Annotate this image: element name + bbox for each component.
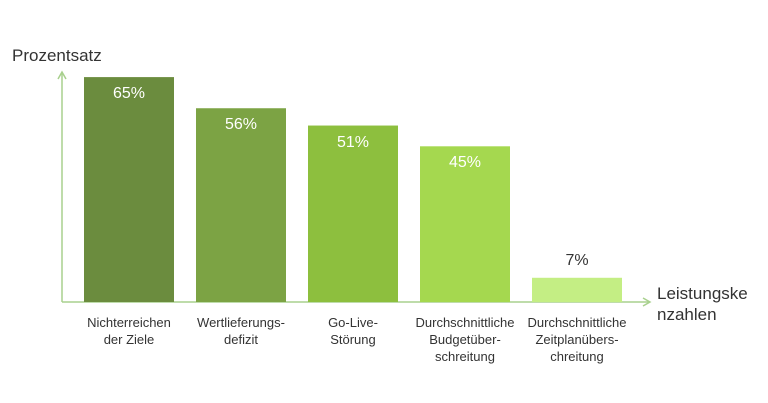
bar — [420, 146, 510, 302]
bar — [308, 125, 398, 302]
value-label: 65% — [112, 85, 146, 103]
value-label: 7% — [565, 251, 589, 269]
value-label: 56% — [224, 116, 258, 134]
x-tick-label: Durchschnittliche Budgetüber- schreitung — [415, 315, 515, 364]
x-tick-label: Nichterreichen der Ziele — [87, 315, 171, 347]
bar — [84, 77, 174, 302]
bar — [196, 108, 286, 303]
x-axis-title: Leistungske nzahlen — [657, 284, 748, 324]
bar — [532, 277, 622, 302]
x-tick-label: Go-Live- Störung — [328, 315, 378, 347]
x-tick-label: Durchschnittliche Zeitplanübers- chreitu… — [527, 315, 627, 364]
x-axis-arrow — [642, 297, 652, 307]
y-axis-title: Prozentsatz — [12, 46, 102, 65]
y-axis-arrow — [57, 70, 67, 80]
value-label: 45% — [448, 154, 482, 172]
x-tick-label: Wertlieferungs- defizit — [197, 315, 285, 347]
value-label: 51% — [336, 133, 370, 151]
